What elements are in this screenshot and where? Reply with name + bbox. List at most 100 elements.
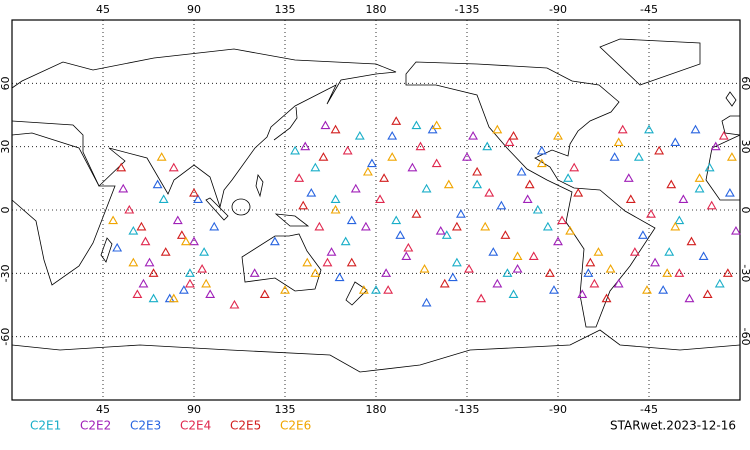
- observation-marker: [536, 158, 547, 168]
- observation-marker: [468, 131, 479, 140]
- observation-marker: [613, 278, 624, 288]
- observation-marker: [185, 268, 195, 277]
- x-tick-label: -135: [455, 403, 480, 416]
- observation-marker: [650, 257, 661, 267]
- observation-marker: [144, 257, 155, 267]
- sumatra: [205, 197, 229, 221]
- observation-marker: [441, 230, 452, 239]
- americas-coast: [405, 61, 656, 328]
- legend-entry: C2E5: [230, 419, 261, 433]
- x-tick-label: -45: [640, 403, 658, 416]
- observation-marker: [553, 236, 563, 246]
- observation-marker: [690, 124, 701, 134]
- x-tick-label: 180: [366, 403, 387, 416]
- observation-marker: [694, 183, 705, 193]
- observation-marker: [178, 285, 189, 294]
- y-tick-label: 60: [739, 76, 750, 90]
- observation-marker: [522, 194, 533, 203]
- legend-entry: C2E6: [280, 419, 311, 433]
- x-tick-label: -45: [640, 3, 658, 16]
- observation-marker: [633, 152, 644, 161]
- observation-marker: [593, 247, 604, 256]
- y-tick-label: 30: [739, 140, 750, 154]
- observation-marker: [623, 173, 634, 182]
- y-tick-label: -30: [0, 264, 12, 282]
- observation-marker: [601, 293, 612, 303]
- observation-marker: [512, 264, 523, 273]
- observation-marker: [381, 268, 392, 277]
- observation-marker: [654, 145, 665, 155]
- observation-marker: [500, 230, 511, 239]
- y-tick-label: 0: [0, 207, 12, 214]
- observation-marker: [124, 204, 135, 214]
- observation-marker: [391, 215, 402, 225]
- observation-marker: [427, 124, 438, 134]
- observation-marker: [148, 293, 159, 303]
- observation-marker: [407, 162, 418, 172]
- observation-marker: [710, 141, 721, 151]
- observation-marker: [488, 247, 499, 256]
- observation-marker: [371, 285, 381, 294]
- x-tick-label: 45: [96, 3, 110, 16]
- observation-marker: [532, 204, 543, 214]
- observation-marker: [421, 183, 432, 193]
- observation-marker: [269, 236, 280, 246]
- observation-marker: [678, 194, 689, 203]
- observation-marker: [326, 247, 337, 256]
- observation-marker: [686, 236, 697, 246]
- observation-marker: [642, 285, 652, 294]
- y-tick-label: -30: [739, 264, 750, 282]
- observation-marker: [658, 285, 669, 294]
- observation-marker: [358, 285, 369, 294]
- observation-marker: [516, 166, 527, 176]
- y-tick-label: 0: [739, 207, 750, 214]
- x-tick-label: -135: [455, 3, 480, 16]
- observation-marker: [421, 297, 432, 307]
- observation-marker: [508, 131, 519, 140]
- observation-marker: [502, 268, 513, 277]
- observation-marker: [156, 152, 167, 161]
- observation-marker: [350, 183, 361, 193]
- observation-marker: [346, 257, 357, 267]
- observation-marker: [476, 293, 487, 303]
- observation-marker: [670, 137, 681, 146]
- observation-marker: [209, 221, 220, 231]
- observation-marker: [415, 141, 426, 151]
- observation-marker: [395, 230, 406, 239]
- observation-marker: [294, 173, 305, 182]
- observation-marker: [300, 141, 311, 151]
- observation-marker: [387, 152, 398, 161]
- observation-marker: [342, 145, 353, 155]
- observation-marker: [330, 124, 341, 134]
- observation-marker: [411, 209, 422, 218]
- observation-marker: [310, 268, 321, 277]
- legend-entry: C2E4: [180, 419, 211, 433]
- observation-marker: [362, 166, 373, 176]
- x-tick-label: 180: [366, 3, 387, 16]
- observation-marker: [314, 221, 325, 231]
- y-tick-label: -60: [739, 328, 750, 346]
- observation-marker: [330, 194, 341, 203]
- japan: [273, 106, 298, 141]
- observation-marker: [168, 162, 179, 172]
- observation-marker: [334, 272, 345, 282]
- observation-marker: [662, 268, 673, 277]
- observation-marker: [379, 173, 390, 182]
- observation-marker: [536, 145, 547, 155]
- observation-marker: [714, 278, 725, 288]
- observation-marker: [637, 230, 648, 239]
- annotation: STARwet.2023-12-16: [610, 419, 736, 433]
- observation-marker: [138, 278, 149, 288]
- observation-marker: [152, 179, 163, 189]
- observation-marker: [674, 215, 685, 225]
- observation-marker: [484, 188, 495, 197]
- observation-marker: [563, 173, 574, 182]
- observation-marker: [674, 268, 685, 277]
- observation-marker: [664, 247, 675, 256]
- observation-marker: [189, 236, 199, 246]
- observation-marker: [577, 289, 588, 298]
- observation-marker: [731, 226, 741, 235]
- observation-marker: [116, 162, 127, 172]
- observation-marker: [320, 120, 331, 130]
